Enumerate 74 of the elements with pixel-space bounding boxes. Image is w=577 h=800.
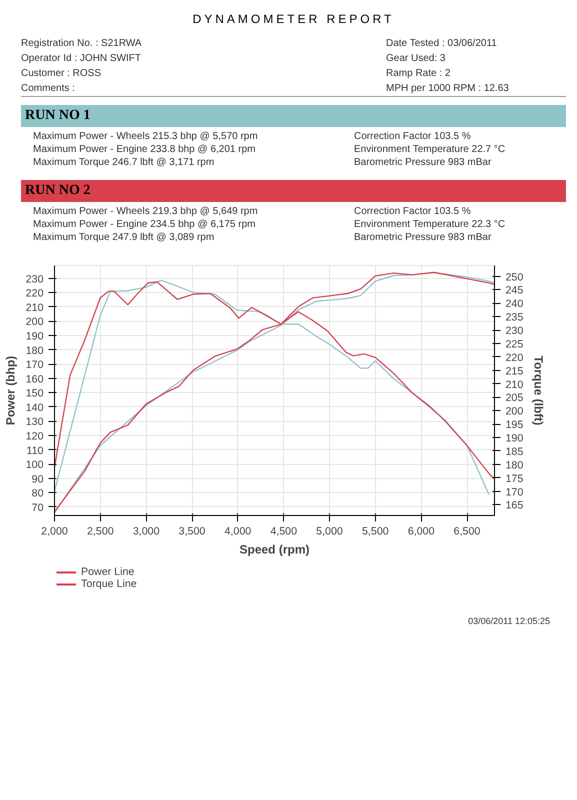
y2-tick-label: 240: [506, 298, 524, 310]
y-tick-label: 120: [26, 430, 44, 442]
y-tick-label: 220: [26, 288, 44, 300]
x-tick-label: 3,000: [132, 526, 160, 538]
x-tick-label: 5,000: [316, 526, 343, 538]
text: Maximum Power - Wheels 219.3 bhp @ 5,649 rpm: [33, 205, 258, 218]
text: Maximum Power - Wheels 215.3 bhp @ 5,570 rpm: [33, 130, 258, 144]
text: Correction Factor 103.5 %: [354, 205, 472, 218]
y2-tick-label: 205: [506, 392, 524, 404]
y-tick-label: 200: [26, 316, 44, 328]
y2-tick-label: 180: [506, 459, 524, 472]
text: Maximum Torque 247.9 lbft @ 3,089 rpm: [33, 231, 216, 244]
y2-tick-label: 250: [506, 271, 524, 284]
text: Barometric Pressure 983 mBar: [354, 231, 492, 244]
y2-tick-label: 185: [506, 446, 524, 458]
y2-tick-label: 165: [506, 500, 524, 512]
y-tick-label: 150: [26, 388, 44, 400]
text: Maximum Power - Engine 234.5 bhp @ 6,175 rpm: [33, 218, 256, 232]
x-tick-label: 2,500: [87, 526, 114, 538]
y-tick-label: 160: [26, 373, 44, 386]
y-tick-label: 140: [26, 402, 44, 414]
text: Environment Temperature 22.3 °C: [354, 218, 506, 232]
text: Operator Id : JOHN SWIFT: [21, 52, 142, 66]
text: Maximum Power - Engine 233.8 bhp @ 6,201 rpm: [33, 143, 256, 156]
y-tick-label: 130: [26, 416, 44, 428]
text: Date Tested : 03/06/2011: [386, 37, 498, 52]
chart-title: DYNAMOMETER REPORT: [192, 11, 396, 28]
y2-tick-label: 235: [506, 312, 524, 324]
y2-tick-label: 210: [506, 378, 524, 391]
y2-tick-label: 195: [506, 419, 524, 432]
x-tick-label: 4,000: [224, 526, 252, 538]
x-tick-label: 4,500: [270, 526, 298, 538]
y-tick-label: 180: [26, 344, 44, 357]
x-tick-label: 3,500: [178, 526, 206, 538]
x-tick-label: 5,500: [362, 526, 389, 538]
y-axis-title: Power (bhp): [4, 356, 18, 426]
x-axis-title: Speed (rpm): [239, 542, 310, 556]
y-tick-label: 170: [26, 359, 44, 372]
text: Customer : ROSS: [21, 67, 102, 82]
y2-tick-label: 225: [506, 338, 524, 350]
y2-tick-label: 190: [506, 432, 524, 445]
y-tick-label: 230: [26, 273, 44, 286]
text: Environment Temperature 22.7 °C: [354, 143, 506, 156]
y2-tick-label: 245: [506, 284, 524, 297]
y2-tick-label: 175: [506, 472, 524, 485]
text: Ramp Rate : 2: [386, 67, 452, 82]
text: Gear Used: 3: [386, 52, 446, 66]
text: Maximum Torque 246.7 lbft @ 3,171 rpm: [33, 156, 216, 170]
text: Comments :: [21, 82, 76, 96]
legend-label: Power Line: [81, 566, 134, 578]
legend-label: Torque Line: [81, 578, 137, 590]
x-tick-label: 2,000: [41, 526, 68, 538]
y2-tick-label: 200: [506, 406, 524, 418]
y-tick-label: 210: [26, 302, 44, 314]
x-tick-label: 6,500: [454, 526, 480, 538]
x-tick-label: 6,000: [408, 526, 435, 538]
y2-tick-label: 215: [506, 365, 524, 378]
y2-tick-label: 220: [506, 352, 524, 364]
y-tick-label: 190: [26, 330, 44, 342]
y2-axis-title: Torque (lbft): [531, 356, 546, 426]
text: Barometric Pressure 983 mBar: [354, 156, 492, 170]
text: RUN NO 1: [21, 105, 566, 128]
text: Correction Factor 103.5 %: [354, 130, 472, 144]
y2-tick-label: 170: [506, 486, 524, 498]
text: RUN NO 2: [21, 180, 566, 202]
y-tick-label: 70: [32, 502, 44, 514]
y-tick-label: 110: [26, 444, 44, 457]
y-tick-label: 100: [26, 459, 44, 472]
y-tick-label: 90: [32, 473, 44, 486]
text: MPH per 1000 RPM : 12.63: [386, 82, 510, 96]
text: 03/06/2011 12:05:25: [467, 615, 550, 628]
text: Registration No. : S21RWA: [21, 37, 142, 52]
y2-tick-label: 230: [506, 325, 524, 338]
y-tick-label: 80: [32, 488, 44, 500]
